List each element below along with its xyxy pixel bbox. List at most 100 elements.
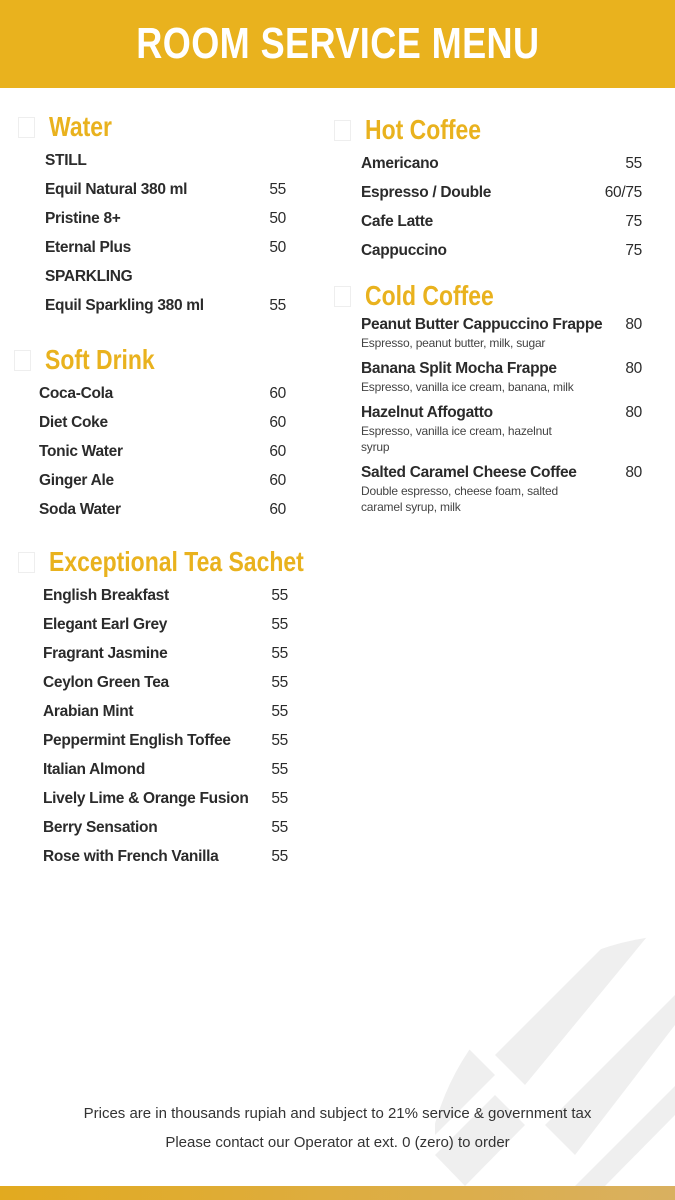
- menu-item-row: Equil Sparkling 380 ml 55: [45, 291, 286, 320]
- item-price: 55: [269, 296, 286, 314]
- menu-item-row: Ceylon Green Tea 55: [43, 668, 288, 697]
- item-price: 75: [625, 212, 642, 230]
- section-soft-drink: Soft Drink Coca-Cola 60 Diet Coke 60 Tonic Wa…: [14, 343, 286, 524]
- menu-item-row: Hazelnut Affogatto 80: [361, 403, 642, 423]
- section-title: Soft Drink: [14, 343, 286, 377]
- menu-item-row: Tonic Water 60: [39, 437, 286, 466]
- item-name: Americano: [361, 154, 439, 172]
- item-price: 55: [271, 673, 288, 691]
- item-name: Tonic Water: [39, 442, 123, 460]
- checkbox-icon: [18, 116, 35, 138]
- menu-item: Hazelnut Affogatto 80 Espresso, vanilla ic…: [361, 403, 642, 455]
- item-name: Banana Split Mocha Frappe: [361, 360, 557, 377]
- item-name: Peanut Butter Cappuccino Frappe: [361, 316, 603, 333]
- section-heading: Cold Coffee: [365, 280, 494, 311]
- item-name: Cappuccino: [361, 241, 447, 259]
- checkbox-icon: [334, 285, 351, 307]
- menu-item: Banana Split Mocha Frappe 80 Espresso, van…: [361, 359, 642, 395]
- menu-item-row: Italian Almond 55: [43, 755, 288, 784]
- item-description: Espresso, peanut butter, milk, sugar: [361, 336, 546, 350]
- item-name: Arabian Mint: [43, 702, 134, 720]
- checkbox-icon: [334, 119, 351, 141]
- item-price: 55: [271, 760, 288, 778]
- menu-item-row: English Breakfast 55: [43, 581, 288, 610]
- item-name: Coca-Cola: [39, 384, 113, 402]
- section-title: Exceptional Tea Sachet: [18, 545, 304, 579]
- item-price: 80: [625, 316, 642, 333]
- item-name: Pristine 8+: [45, 209, 121, 227]
- item-name: Fragrant Jasmine: [43, 644, 168, 662]
- item-price: 55: [269, 180, 286, 198]
- item-description: Espresso, vanilla ice cream, banana, mil…: [361, 380, 574, 394]
- bottom-bar: [0, 1186, 675, 1200]
- menu-item-row: Peanut Butter Cappuccino Frappe 80: [361, 315, 642, 335]
- item-price: 75: [625, 241, 642, 259]
- section-title: Cold Coffee: [334, 279, 642, 313]
- item-price: 55: [271, 847, 288, 865]
- menu-item-row: Espresso / Double 60/75: [361, 178, 642, 207]
- item-price: 80: [625, 464, 642, 481]
- item-price: 80: [625, 404, 642, 421]
- item-name: English Breakfast: [43, 586, 169, 604]
- section-heading: Soft Drink: [45, 344, 155, 375]
- section-water: Water STILL Equil Natural 380 ml 55 Pristine…: [18, 110, 286, 320]
- item-name: Diet Coke: [39, 413, 108, 431]
- item-name: Ceylon Green Tea: [43, 673, 169, 691]
- item-name: Equil Sparkling 380 ml: [45, 296, 204, 314]
- item-name: Salted Caramel Cheese Coffee: [361, 464, 577, 481]
- menu-item-row: Pristine 8+ 50: [45, 204, 286, 233]
- item-name: STILL: [45, 151, 87, 169]
- item-name: Cafe Latte: [361, 212, 433, 230]
- menu-item-row: Banana Split Mocha Frappe 80: [361, 359, 642, 379]
- item-name: Rose with French Vanilla: [43, 847, 219, 865]
- item-description: Double espresso, cheese foam, salted car…: [361, 484, 558, 514]
- item-name: Elegant Earl Grey: [43, 615, 168, 633]
- menu-item-row: Rose with French Vanilla 55: [43, 842, 288, 871]
- menu-item-row: Equil Natural 380 ml 55: [45, 175, 286, 204]
- menu-item-row: Soda Water 60: [39, 495, 286, 524]
- item-name: Berry Sensation: [43, 818, 158, 836]
- footer-tax-note: Prices are in thousands rupiah and subje…: [83, 1105, 592, 1122]
- menu-item-row: Berry Sensation 55: [43, 813, 288, 842]
- item-price: 50: [269, 238, 286, 256]
- page-title: ROOM SERVICE MENU: [135, 19, 540, 68]
- item-price: 60: [269, 384, 286, 402]
- item-name: Ginger Ale: [39, 471, 114, 489]
- section-title: Hot Coffee: [334, 113, 642, 147]
- item-name: Italian Almond: [43, 760, 146, 778]
- menu-item-row: Arabian Mint 55: [43, 697, 288, 726]
- header: ROOM SERVICE MENU: [0, 0, 675, 88]
- menu-item-row: STILL: [45, 146, 286, 175]
- menu-item: Salted Caramel Cheese Coffee 80 Double esp…: [361, 463, 642, 515]
- menu-item-row: Americano 55: [361, 149, 642, 178]
- section-cold-coffee: Cold Coffee Peanut Butter Cappuccino Frap…: [334, 279, 642, 523]
- checkbox-icon: [18, 551, 35, 573]
- item-name: Lively Lime & Orange Fusion: [43, 789, 249, 807]
- item-description: Espresso, vanilla ice cream, hazelnut sy…: [361, 424, 552, 454]
- decorative-pattern: [435, 915, 675, 1186]
- section-heading: Hot Coffee: [365, 114, 482, 145]
- menu-item-row: Diet Coke 60: [39, 408, 286, 437]
- section-tea: Exceptional Tea Sachet English Breakfast 5…: [18, 545, 304, 871]
- item-price: 50: [269, 209, 286, 227]
- menu-item-row: SPARKLING: [45, 262, 286, 291]
- menu-item-row: Salted Caramel Cheese Coffee 80: [361, 463, 642, 483]
- menu-item-row: Cappuccino 75: [361, 236, 642, 265]
- item-name: Peppermint English Toffee: [43, 731, 231, 749]
- section-heading: Exceptional Tea Sachet: [49, 546, 304, 577]
- menu-item: Peanut Butter Cappuccino Frappe 80 Espress…: [361, 315, 642, 351]
- item-price: 55: [271, 615, 288, 633]
- menu-item-row: Coca-Cola 60: [39, 379, 286, 408]
- item-price: 55: [271, 586, 288, 604]
- menu-item-row: Fragrant Jasmine 55: [43, 639, 288, 668]
- item-price: 80: [625, 360, 642, 377]
- item-price: 55: [271, 644, 288, 662]
- item-price: 55: [271, 702, 288, 720]
- menu-item-row: Ginger Ale 60: [39, 466, 286, 495]
- item-name: Hazelnut Affogatto: [361, 404, 493, 421]
- item-price: 60/75: [604, 183, 643, 201]
- item-price: 55: [271, 731, 288, 749]
- item-price: 55: [271, 818, 288, 836]
- item-price: 55: [625, 154, 642, 172]
- item-name: Eternal Plus: [45, 238, 131, 256]
